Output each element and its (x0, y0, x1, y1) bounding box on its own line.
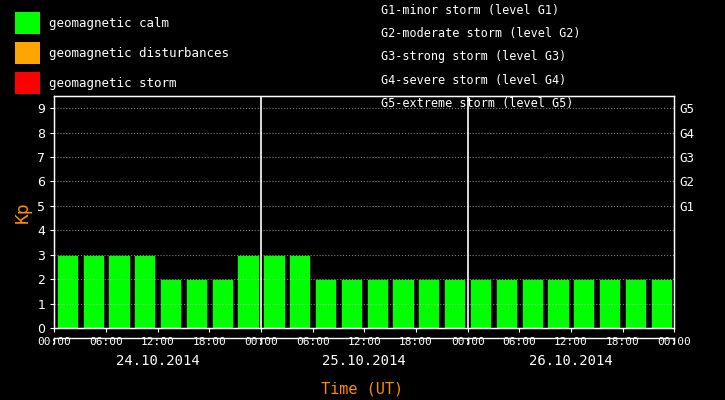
Bar (418, 279, 439, 328)
Text: 25.10.2014: 25.10.2014 (323, 354, 406, 368)
Bar (651, 279, 672, 328)
Bar (186, 279, 207, 328)
Text: Time (UT): Time (UT) (321, 381, 404, 396)
Bar (289, 255, 310, 328)
Text: G5-extreme storm (level G5): G5-extreme storm (level G5) (381, 97, 573, 110)
Bar (573, 279, 594, 328)
Bar (160, 279, 181, 328)
Text: geomagnetic calm: geomagnetic calm (49, 16, 169, 30)
Bar (444, 279, 465, 328)
Bar (83, 255, 104, 328)
Bar (547, 279, 568, 328)
Text: G1-minor storm (level G1): G1-minor storm (level G1) (381, 4, 559, 17)
Bar (392, 279, 414, 328)
Bar (367, 279, 388, 328)
Text: G4-severe storm (level G4): G4-severe storm (level G4) (381, 74, 566, 87)
Bar (315, 279, 336, 328)
Text: G3-strong storm (level G3): G3-strong storm (level G3) (381, 50, 566, 63)
Bar (521, 279, 543, 328)
Bar (599, 279, 621, 328)
Bar (263, 255, 284, 328)
Y-axis label: Kp: Kp (14, 201, 32, 223)
Text: 26.10.2014: 26.10.2014 (529, 354, 613, 368)
Bar (212, 279, 233, 328)
Bar (496, 279, 517, 328)
Text: geomagnetic storm: geomagnetic storm (49, 76, 176, 90)
Text: geomagnetic disturbances: geomagnetic disturbances (49, 46, 228, 60)
Text: 24.10.2014: 24.10.2014 (116, 354, 199, 368)
Bar (134, 255, 155, 328)
Bar (108, 255, 130, 328)
Text: G2-moderate storm (level G2): G2-moderate storm (level G2) (381, 27, 580, 40)
Bar (57, 255, 78, 328)
Bar (470, 279, 491, 328)
Bar (238, 255, 259, 328)
Bar (625, 279, 646, 328)
Bar (341, 279, 362, 328)
